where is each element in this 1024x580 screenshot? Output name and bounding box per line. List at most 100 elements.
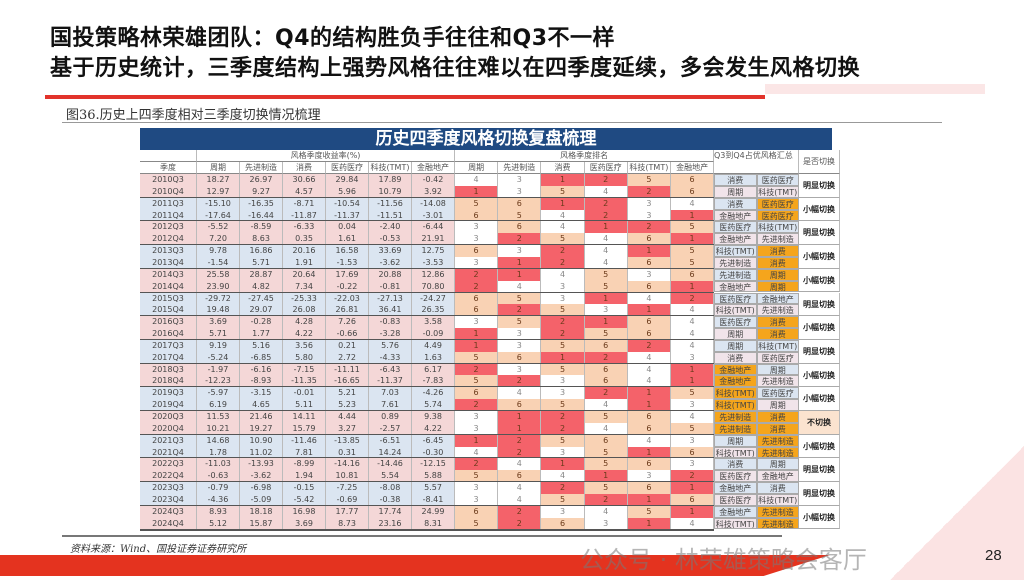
return-cell: 7.34	[283, 280, 326, 293]
rank-cell: 4	[584, 399, 628, 411]
return-cell: -1.54	[197, 256, 240, 269]
quarter-cell: 2010Q4	[140, 185, 197, 198]
return-cell: 15.79	[283, 422, 326, 435]
return-cell: -0.22	[326, 280, 369, 293]
return-cell: 36.41	[369, 304, 412, 317]
rank-cell: 3	[498, 245, 542, 257]
return-cell: 5.71	[240, 256, 283, 269]
rank-cell: 3	[541, 505, 585, 518]
rank-cell: 3	[455, 316, 499, 329]
return-cell: 3.27	[326, 422, 369, 435]
return-cell: 11.53	[197, 411, 240, 423]
rank-cell: 5	[584, 482, 628, 494]
header-return-2: 消费	[283, 162, 326, 174]
rank-cell: 4	[498, 493, 542, 506]
return-cell: 6.19	[197, 399, 240, 411]
summary-style-cell: 医药医疗	[714, 493, 757, 506]
return-cell: -8.08	[369, 482, 412, 494]
rank-cell: 1	[627, 304, 671, 317]
switch-cell: 小幅切换	[799, 363, 840, 388]
summary-style-cell: 科技(TMT)	[756, 339, 799, 352]
rank-cell: 4	[627, 292, 671, 305]
summary-style-cell: 先进制造	[714, 411, 757, 423]
rank-cell: 2	[627, 339, 671, 352]
rank-cell: 1	[541, 458, 585, 471]
quarter-cell: 2021Q3	[140, 434, 197, 447]
summary-style-cell: 金融地产	[714, 209, 757, 222]
return-cell: -3.15	[240, 387, 283, 400]
return-cell: -3.62	[240, 470, 283, 483]
header-return-4: 科技(TMT)	[369, 162, 412, 174]
return-cell: 3.92	[412, 185, 455, 198]
rank-cell: 1	[627, 387, 671, 400]
source-divider	[62, 535, 782, 537]
return-cell: -1.53	[326, 256, 369, 269]
summary-style-cell: 周期	[714, 185, 757, 198]
rank-cell: 1	[455, 339, 499, 352]
quarter-cell: 2012Q4	[140, 233, 197, 246]
return-cell: 29.84	[326, 174, 369, 186]
rank-cell: 6	[455, 245, 499, 257]
return-cell: 26.81	[326, 304, 369, 317]
return-cell: 0.21	[326, 339, 369, 352]
return-cell: -5.42	[283, 493, 326, 506]
rank-cell: 2	[541, 256, 585, 269]
summary-style-cell: 科技(TMT)	[714, 399, 757, 411]
return-cell: 18.27	[197, 174, 240, 186]
return-cell: -7.83	[412, 375, 455, 388]
rank-cell: 6	[498, 351, 542, 364]
rank-cell: 2	[627, 221, 671, 234]
return-cell: 17.89	[369, 174, 412, 186]
return-cell: 70.80	[412, 280, 455, 293]
return-cell: 17.69	[326, 268, 369, 281]
rank-cell: 4	[584, 422, 628, 435]
return-cell: 0.04	[326, 221, 369, 234]
header-return-1: 先进制造	[240, 162, 283, 174]
summary-style-cell: 消费	[714, 458, 757, 471]
quarter-cell: 2012Q3	[140, 221, 197, 234]
switch-cell: 明显切换	[799, 339, 840, 364]
quarter-cell: 2015Q4	[140, 304, 197, 317]
rank-cell: 6	[671, 493, 715, 506]
return-cell: -16.35	[240, 197, 283, 210]
rank-cell: 6	[455, 292, 499, 305]
summary-style-cell: 先进制造	[756, 434, 799, 447]
quarter-cell: 2023Q3	[140, 482, 197, 494]
rank-cell: 5	[584, 268, 628, 281]
rank-cell: 5	[584, 280, 628, 293]
rank-cell: 5	[627, 505, 671, 518]
quarter-cell: 2013Q4	[140, 256, 197, 269]
rank-cell: 5	[584, 458, 628, 471]
return-cell: 3.69	[283, 517, 326, 530]
return-cell: 8.93	[197, 505, 240, 518]
summary-style-cell: 先进制造	[714, 268, 757, 281]
quarter-cell: 2020Q4	[140, 422, 197, 435]
return-cell: -5.52	[197, 221, 240, 234]
return-cell: 1.61	[326, 233, 369, 246]
rank-cell: 3	[455, 482, 499, 494]
header-return-0: 周期	[197, 162, 240, 174]
return-cell: 15.87	[240, 517, 283, 530]
rank-cell: 6	[498, 470, 542, 483]
rank-cell: 2	[584, 174, 628, 186]
return-cell: -8.71	[283, 197, 326, 210]
rank-cell: 1	[671, 363, 715, 376]
summary-style-cell: 先进制造	[756, 517, 799, 530]
rank-cell: 5	[584, 328, 628, 340]
return-cell: -14.16	[326, 458, 369, 471]
return-cell: -4.36	[197, 493, 240, 506]
rank-cell: 6	[455, 505, 499, 518]
summary-style-cell: 金融地产	[714, 482, 757, 494]
rank-cell: 5	[498, 316, 542, 329]
rank-cell: 2	[498, 517, 542, 530]
switch-cell: 小幅切换	[799, 387, 840, 411]
return-cell: 4.65	[240, 399, 283, 411]
return-cell: -8.99	[283, 458, 326, 471]
return-cell: 5.21	[326, 387, 369, 400]
rank-cell: 5	[671, 422, 715, 435]
rank-cell: 1	[584, 292, 628, 305]
return-cell: -8.93	[240, 375, 283, 388]
summary-style-cell: 科技(TMT)	[714, 304, 757, 317]
rank-cell: 4	[627, 434, 671, 447]
quarter-cell: 2018Q3	[140, 363, 197, 376]
